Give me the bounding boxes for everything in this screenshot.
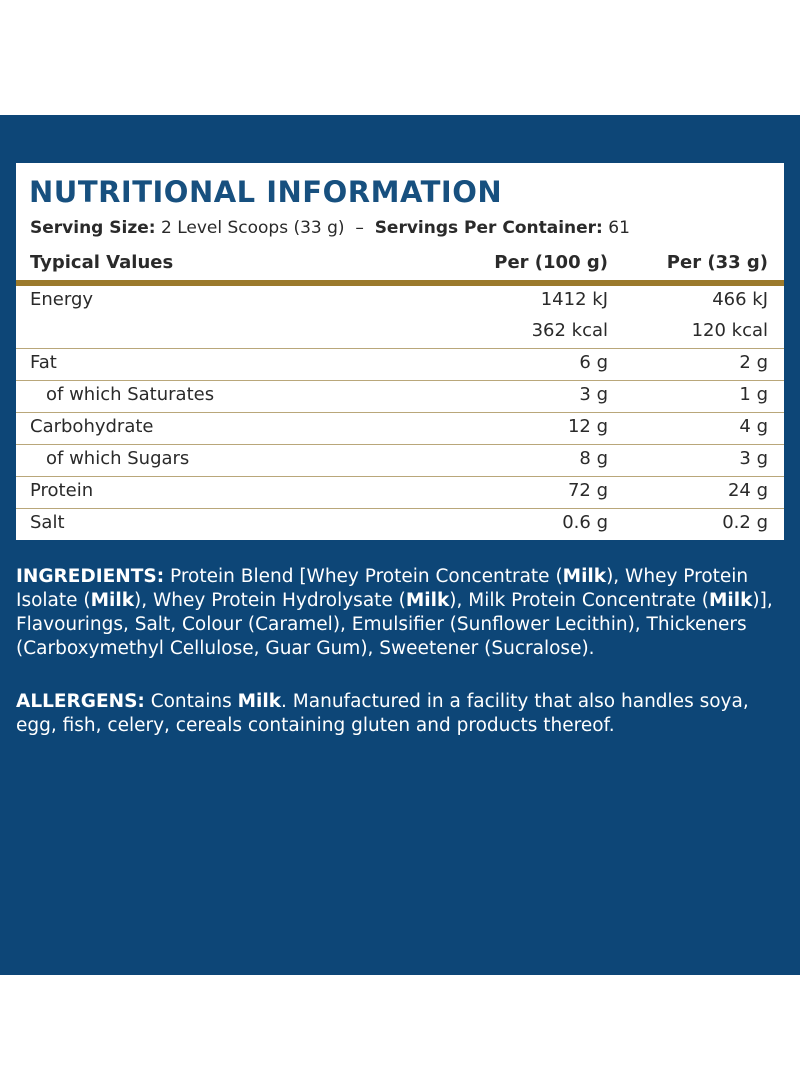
bold-text: ALLERGENS: (16, 691, 145, 712)
label: Servings Per Container: (374, 218, 603, 238)
row-line: Fat 6 g 2 g (16, 349, 784, 380)
nutrition-table: Typical Values Per (100 g) Per (33 g) Energ… (16, 250, 784, 540)
value-per-100g: 6 g (579, 352, 608, 373)
table-row: Carbohydrate 12 g 4 g (16, 413, 784, 445)
row-line: Carbohydrate 12 g 4 g (16, 413, 784, 444)
row-label: of which Sugars (46, 448, 190, 469)
row-line: Energy 1412 kJ 466 kJ (16, 286, 784, 317)
value-per-serving: 0.2 g (722, 512, 768, 533)
value-per-100g: 12 g (567, 416, 608, 437)
text: Contains (144, 691, 238, 712)
header-row: Typical Values Per (100 g) Per (33 g) (16, 250, 784, 280)
row-label: Fat (30, 352, 57, 373)
text: )], Flavourings, Salt, Colour (Caramel),… (16, 590, 773, 659)
row-line: 362 kcal 120 kcal (16, 317, 784, 348)
table-row: Salt 0.6 g 0.2 g (16, 509, 784, 540)
bold-text: Milk (90, 590, 135, 611)
table-row: Fat 6 g 2 g (16, 349, 784, 381)
title: NUTRITIONAL INFORMATION (29, 175, 503, 209)
label-panel: NUTRITIONAL INFORMATION Serving Size: 2 … (0, 115, 800, 975)
paragraph: INGREDIENTS: Protein Blend [Whey Protein… (16, 565, 791, 661)
value-per-serving: 3 g (739, 448, 768, 469)
value-per-100g: 8 g (579, 448, 608, 469)
table-row: of which Sugars 8 g 3 g (16, 445, 784, 477)
table-row: of which Saturates 3 g 1 g (16, 381, 784, 413)
header-cell: Per (100 g) (494, 252, 608, 273)
row-label: of which Saturates (46, 384, 215, 405)
bold-text: Milk (237, 691, 282, 712)
text: ), Whey Protein Hydrolysate ( (134, 590, 406, 611)
row-label: Protein (30, 480, 94, 501)
value: 61 (608, 218, 630, 238)
bold-text: Milk (405, 590, 450, 611)
value-per-100g: 72 g (567, 480, 608, 501)
value-per-serving: 466 kJ (712, 289, 768, 310)
text: ), Milk Protein Concentrate ( (449, 590, 710, 611)
text-block: INGREDIENTS: Protein Blend [Whey Protein… (16, 565, 791, 767)
value-per-serving: 120 kcal (691, 320, 768, 341)
row-label: Carbohydrate (30, 416, 154, 437)
value-per-serving: 24 g (727, 480, 768, 501)
value: 2 Level Scoops (33 g) (160, 218, 345, 238)
separator: – (355, 218, 364, 238)
row-label: Energy (30, 289, 94, 310)
value-per-serving: 4 g (739, 416, 768, 437)
serving-line: Serving Size: 2 Level Scoops (33 g) – Se… (30, 218, 630, 238)
bold-text: Milk (709, 590, 753, 611)
header-rule (16, 280, 784, 286)
value-per-serving: 1 g (739, 384, 768, 405)
row-line: of which Saturates 3 g 1 g (16, 381, 784, 412)
header-cell: Per (33 g) (666, 252, 768, 273)
bold-text: Milk (562, 566, 607, 587)
text: . Manufactured in a facility that also h… (16, 691, 749, 736)
table-row: Energy 1412 kJ 466 kJ 362 kcal 120 kcal (16, 286, 784, 349)
row-line: Protein 72 g 24 g (16, 477, 784, 508)
label: Serving Size: (30, 218, 156, 238)
nutrition-box: NUTRITIONAL INFORMATION Serving Size: 2 … (16, 163, 784, 540)
value-per-100g: 362 kcal (531, 320, 608, 341)
value-per-100g: 3 g (579, 384, 608, 405)
row-line: Salt 0.6 g 0.2 g (16, 509, 784, 540)
row-line: of which Sugars 8 g 3 g (16, 445, 784, 476)
table-row: Protein 72 g 24 g (16, 477, 784, 509)
value-per-serving: 2 g (739, 352, 768, 373)
row-label: Salt (30, 512, 65, 533)
text: Protein Blend [Whey Protein Concentrate … (164, 566, 563, 587)
value-per-100g: 1412 kJ (540, 289, 608, 310)
paragraph: ALLERGENS: Contains Milk. Manufactured i… (16, 690, 791, 738)
value-per-100g: 0.6 g (562, 512, 608, 533)
bold-text: INGREDIENTS: (16, 566, 165, 587)
text: ), Whey Protein Isolate ( (16, 566, 749, 611)
header-cell: Typical Values (30, 252, 174, 273)
